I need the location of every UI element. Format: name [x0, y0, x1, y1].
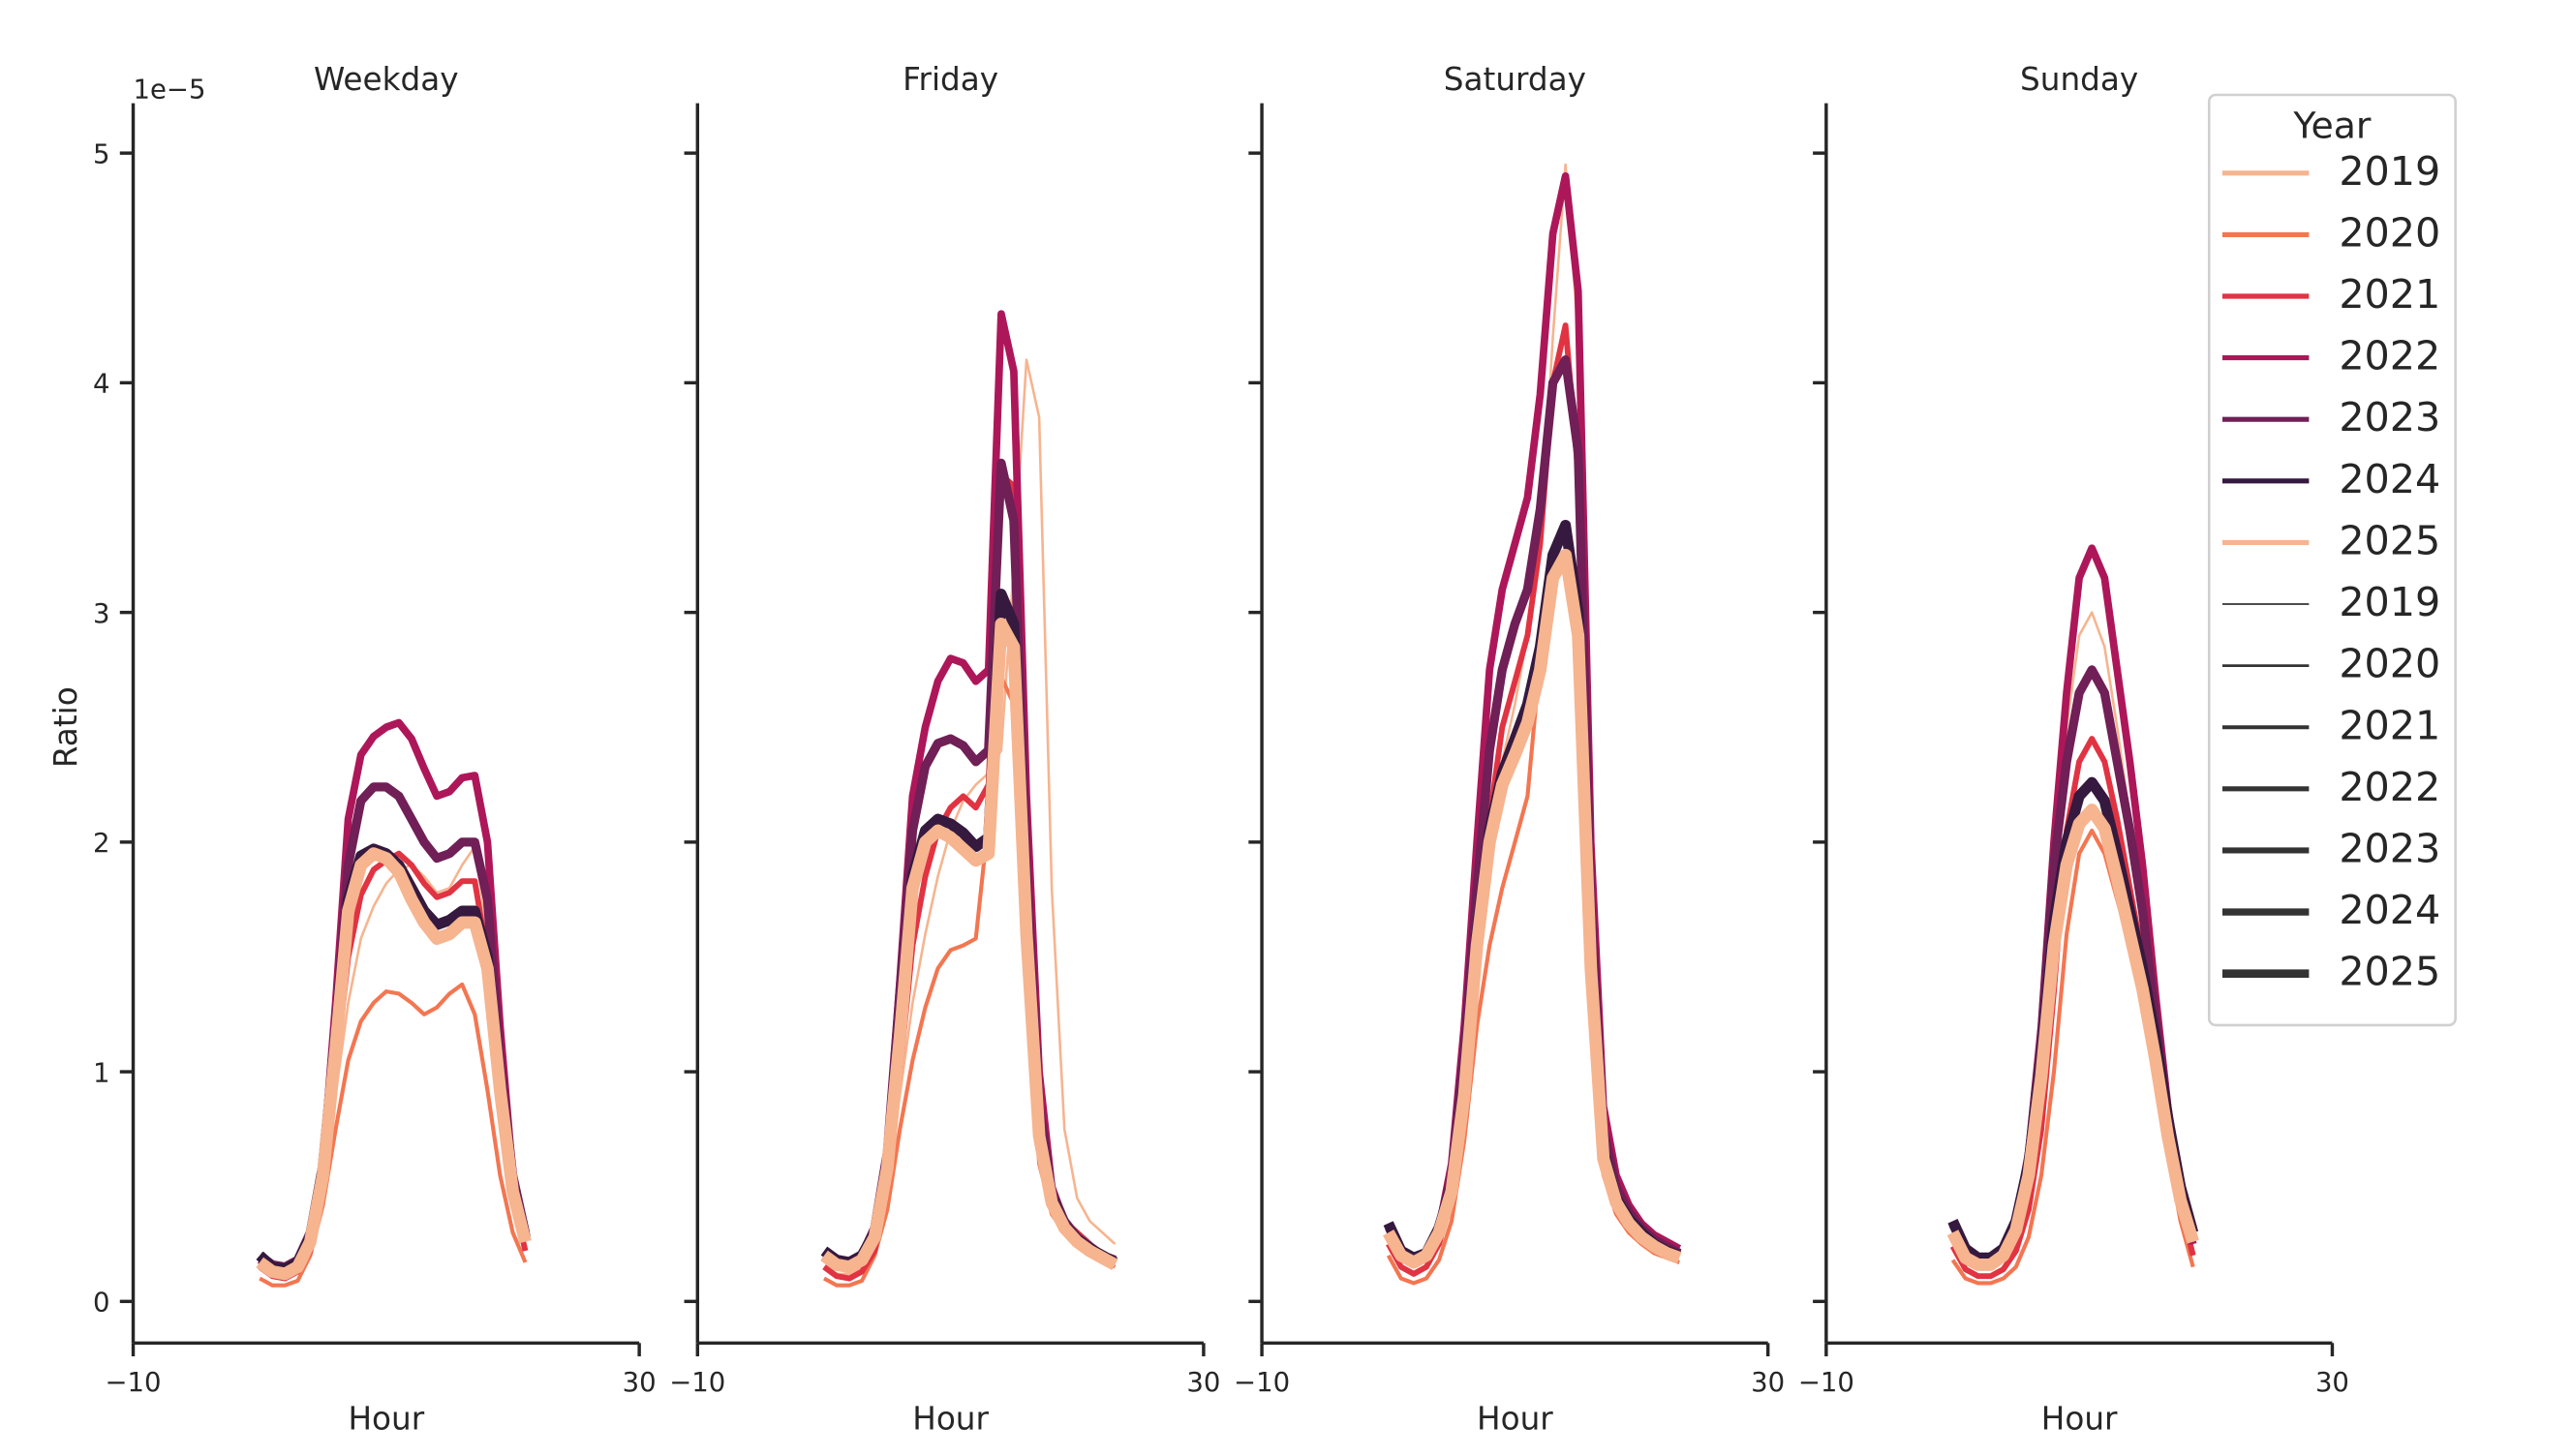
y-tick-label: 1 — [93, 1057, 110, 1088]
x-axis-label: Hour — [912, 1401, 989, 1438]
series-line-friday-2020 — [823, 675, 1117, 1288]
series-line-friday-2021 — [822, 471, 1117, 1282]
y-tick-label: 4 — [93, 369, 110, 400]
legend-label-size: 2020 — [2339, 641, 2440, 687]
y-tick-label: 5 — [93, 138, 110, 169]
x-tick-label: −10 — [106, 1367, 162, 1398]
legend-label-size: 2022 — [2339, 764, 2440, 810]
x-axis-label: Hour — [348, 1401, 424, 1438]
y-axis-offset-label: 1e−5 — [134, 74, 206, 105]
x-tick-label: −10 — [669, 1367, 725, 1398]
series-line-friday-2025 — [820, 618, 1118, 1274]
legend-box — [2207, 93, 2457, 1027]
y-axis-label: Ratio — [47, 686, 84, 768]
legend-title: Year — [2292, 105, 2372, 147]
legend-label-size: 2021 — [2339, 702, 2440, 748]
x-tick-label: 30 — [623, 1367, 657, 1398]
legend-label-hue: 2021 — [2339, 271, 2440, 318]
legend-label-hue: 2019 — [2339, 148, 2440, 195]
x-tick-label: −10 — [1798, 1367, 1854, 1398]
legend-label-hue: 2020 — [2339, 209, 2440, 256]
series-line-friday-2019 — [823, 358, 1117, 1276]
legend-label-hue: 2023 — [2339, 394, 2440, 440]
panel-title-sunday: Sunday — [2020, 61, 2138, 98]
series-line-weekday-2025 — [256, 847, 532, 1281]
series-line-weekday-2020 — [259, 982, 528, 1288]
series-line-friday-2022 — [821, 310, 1117, 1269]
legend-label-hue: 2025 — [2339, 517, 2440, 563]
series-line-saturday-2025 — [1383, 548, 1682, 1269]
series-line-sunday-2023 — [1948, 665, 2198, 1265]
legend-label-size: 2019 — [2339, 579, 2440, 625]
legend-label-hue: 2022 — [2339, 333, 2440, 379]
series-line-sunday-2025 — [1946, 804, 2199, 1271]
x-tick-label: 30 — [1186, 1367, 1220, 1398]
x-tick-label: 30 — [1751, 1367, 1785, 1398]
x-axis-label: Hour — [1477, 1401, 1553, 1438]
legend-label-size: 2023 — [2339, 825, 2440, 871]
x-axis-label: Hour — [2041, 1401, 2118, 1438]
x-tick-label: 30 — [2315, 1367, 2349, 1398]
y-tick-label: 3 — [93, 598, 110, 629]
series-line-saturday-2023 — [1384, 355, 1682, 1262]
x-tick-label: −10 — [1234, 1367, 1290, 1398]
y-tick-label: 2 — [93, 828, 110, 859]
legend-label-hue: 2024 — [2339, 456, 2440, 502]
panel-title-saturday: Saturday — [1444, 61, 1586, 98]
legend-label-size: 2025 — [2339, 949, 2440, 995]
y-tick-label: 0 — [93, 1288, 110, 1319]
series-line-saturday-2024 — [1383, 519, 1682, 1263]
panel-title-friday: Friday — [903, 61, 998, 98]
legend-label-size: 2024 — [2339, 887, 2440, 933]
panel-title-weekday: Weekday — [314, 61, 459, 98]
